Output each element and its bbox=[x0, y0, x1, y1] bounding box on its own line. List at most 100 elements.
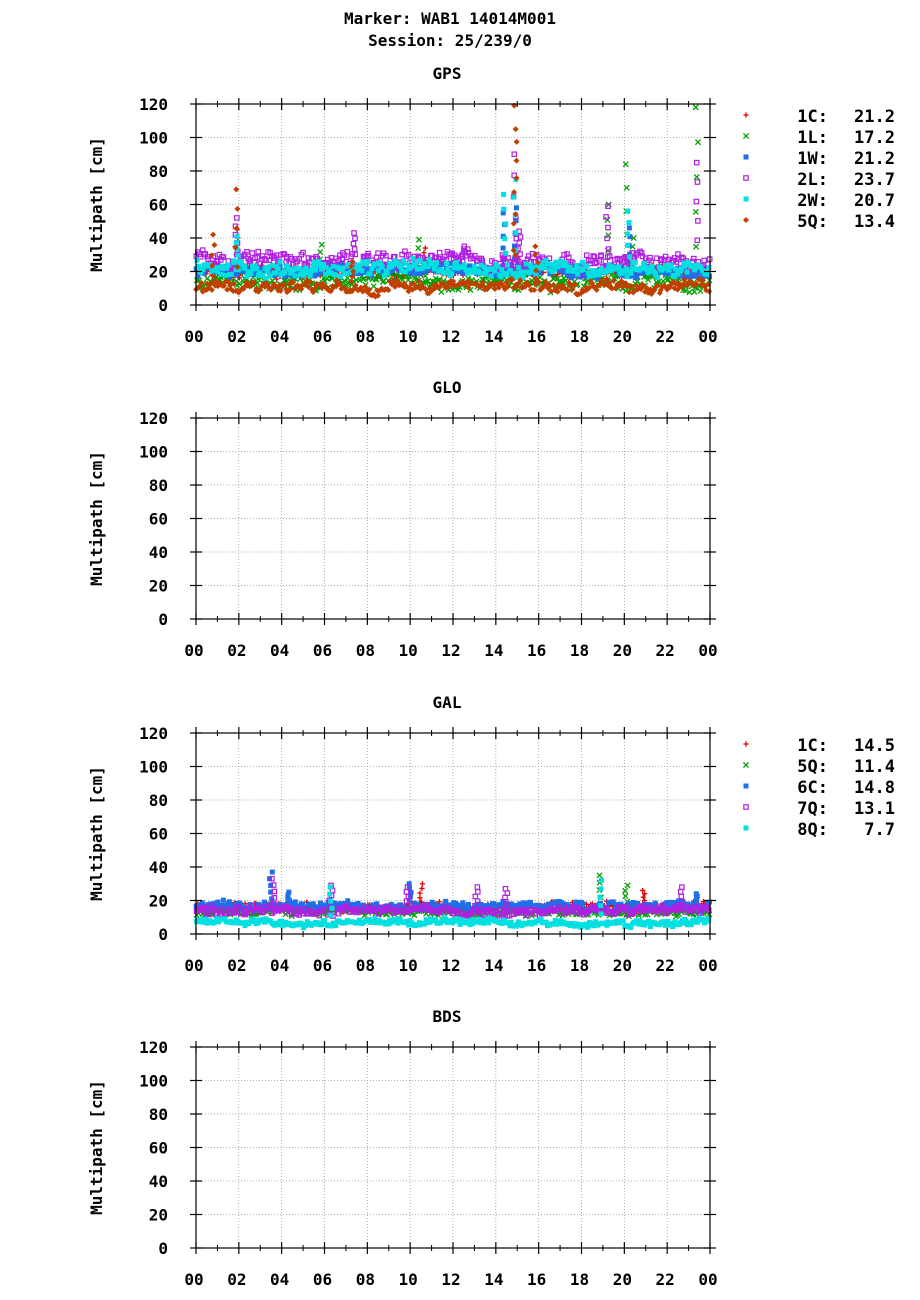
data-point bbox=[236, 280, 243, 287]
data-point bbox=[330, 267, 336, 273]
data-point bbox=[598, 903, 604, 909]
data-point bbox=[269, 869, 275, 875]
x-tick-label: 06 bbox=[313, 1270, 332, 1289]
data-point bbox=[597, 268, 603, 274]
data-point bbox=[533, 267, 540, 274]
data-point bbox=[701, 257, 708, 264]
x-tick-label: 06 bbox=[313, 327, 332, 346]
data-point bbox=[695, 218, 701, 224]
data-point bbox=[256, 286, 263, 293]
data-point bbox=[548, 261, 554, 267]
data-point bbox=[434, 908, 440, 914]
x-tick-label: 20 bbox=[613, 641, 632, 660]
y-axis-label: Multipath [cm] bbox=[87, 137, 106, 272]
data-point bbox=[587, 920, 593, 926]
data-point bbox=[512, 274, 518, 280]
data-point bbox=[347, 902, 353, 908]
data-point bbox=[442, 270, 448, 276]
data-point bbox=[464, 907, 470, 913]
data-point bbox=[443, 260, 449, 266]
data-point bbox=[277, 287, 284, 294]
data-point bbox=[499, 267, 505, 273]
x-tick-label: 12 bbox=[441, 1270, 460, 1289]
x-tick-label: 18 bbox=[570, 1270, 589, 1289]
data-point bbox=[535, 259, 542, 266]
data-point bbox=[571, 273, 577, 279]
data-point bbox=[514, 270, 520, 276]
data-point bbox=[479, 902, 485, 908]
data-point bbox=[352, 235, 358, 242]
data-point bbox=[504, 890, 511, 896]
data-point bbox=[419, 881, 425, 887]
data-point bbox=[292, 899, 298, 905]
data-point bbox=[283, 253, 290, 260]
data-point bbox=[380, 277, 387, 284]
x-tick-label: 22 bbox=[656, 1270, 675, 1289]
data-point bbox=[513, 157, 520, 164]
legend-value: 17.2 bbox=[854, 128, 895, 148]
data-point bbox=[395, 920, 401, 926]
data-point bbox=[445, 266, 451, 272]
data-point bbox=[423, 917, 429, 923]
data-point bbox=[684, 269, 690, 275]
data-point bbox=[513, 218, 519, 224]
data-point bbox=[260, 917, 266, 923]
data-point bbox=[251, 272, 257, 278]
data-point bbox=[319, 266, 325, 272]
data-point bbox=[470, 920, 476, 926]
data-point bbox=[275, 268, 281, 274]
data-point bbox=[691, 288, 698, 295]
chart-panel-gps: GPS 0 20 40 60 80 100 120 00 02 04 06 08 10 12 14 16 18 20… bbox=[87, 64, 895, 346]
data-point bbox=[269, 875, 275, 882]
data-point bbox=[370, 919, 376, 925]
data-point bbox=[625, 260, 631, 266]
data-point bbox=[267, 272, 273, 278]
data-point bbox=[348, 263, 355, 270]
data-points bbox=[193, 869, 713, 931]
data-point bbox=[242, 923, 248, 929]
data-point bbox=[445, 284, 452, 291]
data-points bbox=[193, 102, 713, 300]
data-point bbox=[197, 253, 204, 260]
data-point bbox=[205, 902, 211, 908]
data-point bbox=[475, 901, 481, 907]
data-point bbox=[433, 917, 439, 923]
data-point bbox=[240, 269, 246, 275]
x-tick-label: 12 bbox=[441, 956, 460, 975]
legend-value: 11.4 bbox=[854, 757, 895, 777]
data-point bbox=[624, 274, 630, 280]
data-point bbox=[678, 266, 684, 272]
x-tick-label: 00 bbox=[698, 1270, 717, 1289]
data-point bbox=[222, 916, 228, 922]
data-point bbox=[200, 916, 206, 922]
data-point bbox=[282, 269, 288, 275]
data-point bbox=[700, 917, 706, 923]
data-point bbox=[706, 917, 712, 923]
data-point bbox=[307, 273, 313, 279]
data-point bbox=[567, 264, 573, 270]
data-point bbox=[254, 265, 260, 271]
data-point bbox=[329, 923, 335, 929]
data-point bbox=[542, 264, 548, 270]
data-point bbox=[400, 258, 406, 264]
legend-label: 2L: bbox=[797, 170, 828, 190]
data-point bbox=[486, 920, 492, 926]
data-point bbox=[231, 910, 238, 916]
x-tick-label: 00 bbox=[698, 956, 717, 975]
data-point bbox=[671, 274, 677, 280]
data-point bbox=[383, 252, 389, 259]
legend-value: 21.2 bbox=[854, 149, 895, 169]
data-point bbox=[292, 907, 298, 914]
data-point bbox=[433, 260, 439, 266]
data-point bbox=[544, 261, 550, 267]
data-point bbox=[220, 897, 226, 903]
y-axis-label: Multipath [cm] bbox=[87, 1080, 106, 1215]
data-point bbox=[519, 903, 525, 909]
data-point bbox=[610, 899, 616, 905]
series-8q bbox=[193, 877, 712, 931]
data-point bbox=[551, 274, 558, 281]
legend-label: 1C: bbox=[797, 736, 828, 756]
x-tick-label: 06 bbox=[313, 641, 332, 660]
y-tick-label: 40 bbox=[149, 858, 168, 877]
data-point bbox=[562, 259, 568, 265]
